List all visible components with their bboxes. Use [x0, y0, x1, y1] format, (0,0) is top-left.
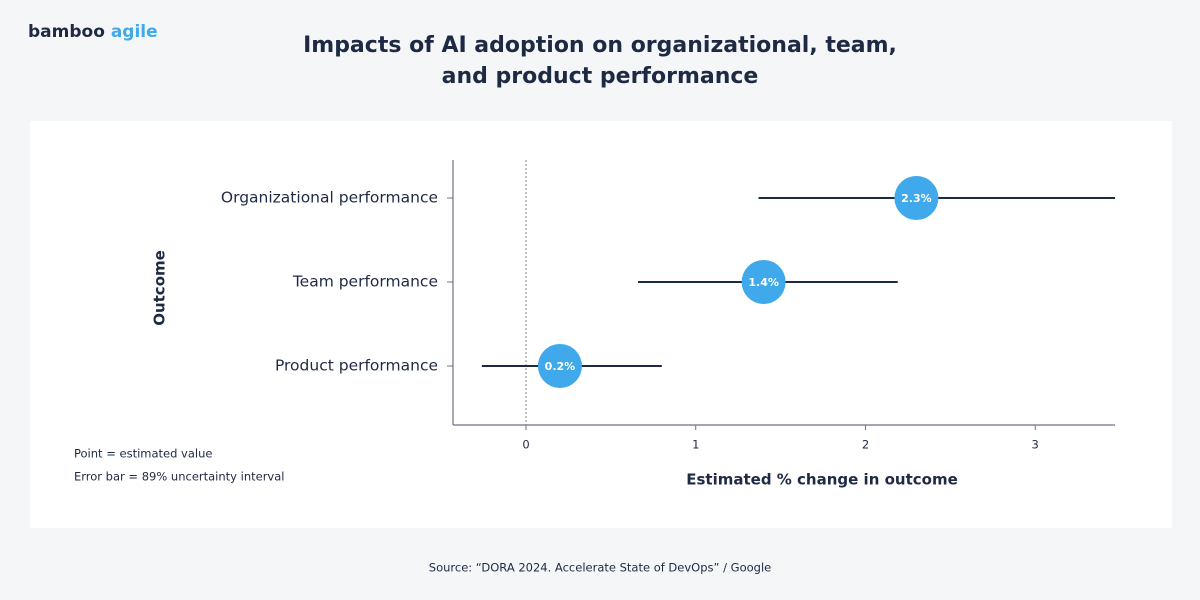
- note: Point = estimated value: [74, 447, 212, 461]
- x-tick-label: 3: [1032, 438, 1039, 452]
- chart-panel: [30, 121, 1172, 528]
- point: [894, 176, 939, 220]
- y-axis-label: Outcome: [151, 250, 169, 326]
- chart-title: Impacts of AI adoption on organizational…: [303, 33, 897, 58]
- point: [741, 260, 786, 304]
- logo-first: bamboo: [28, 22, 105, 42]
- y-tick-label: Organizational performance: [221, 189, 438, 207]
- value-label: 1.4%: [748, 276, 779, 289]
- point: [537, 344, 582, 388]
- y-tick-label: Team performance: [292, 273, 438, 291]
- value-label: 0.2%: [545, 360, 576, 373]
- y-tick-label: Product performance: [275, 357, 438, 375]
- value-label: 2.3%: [901, 192, 932, 205]
- x-tick-label: 1: [692, 438, 699, 452]
- x-tick-label: 2: [862, 438, 869, 452]
- logo-second: agile: [111, 22, 158, 42]
- x-tick-label: 0: [522, 438, 529, 452]
- logo: bamboo agile: [28, 22, 158, 42]
- chart-title: and product performance: [442, 64, 759, 89]
- note: Error bar = 89% uncertainty interval: [74, 470, 284, 484]
- x-axis-label: Estimated % change in outcome: [686, 471, 958, 489]
- source: Source: “DORA 2024. Accelerate State of …: [429, 561, 771, 575]
